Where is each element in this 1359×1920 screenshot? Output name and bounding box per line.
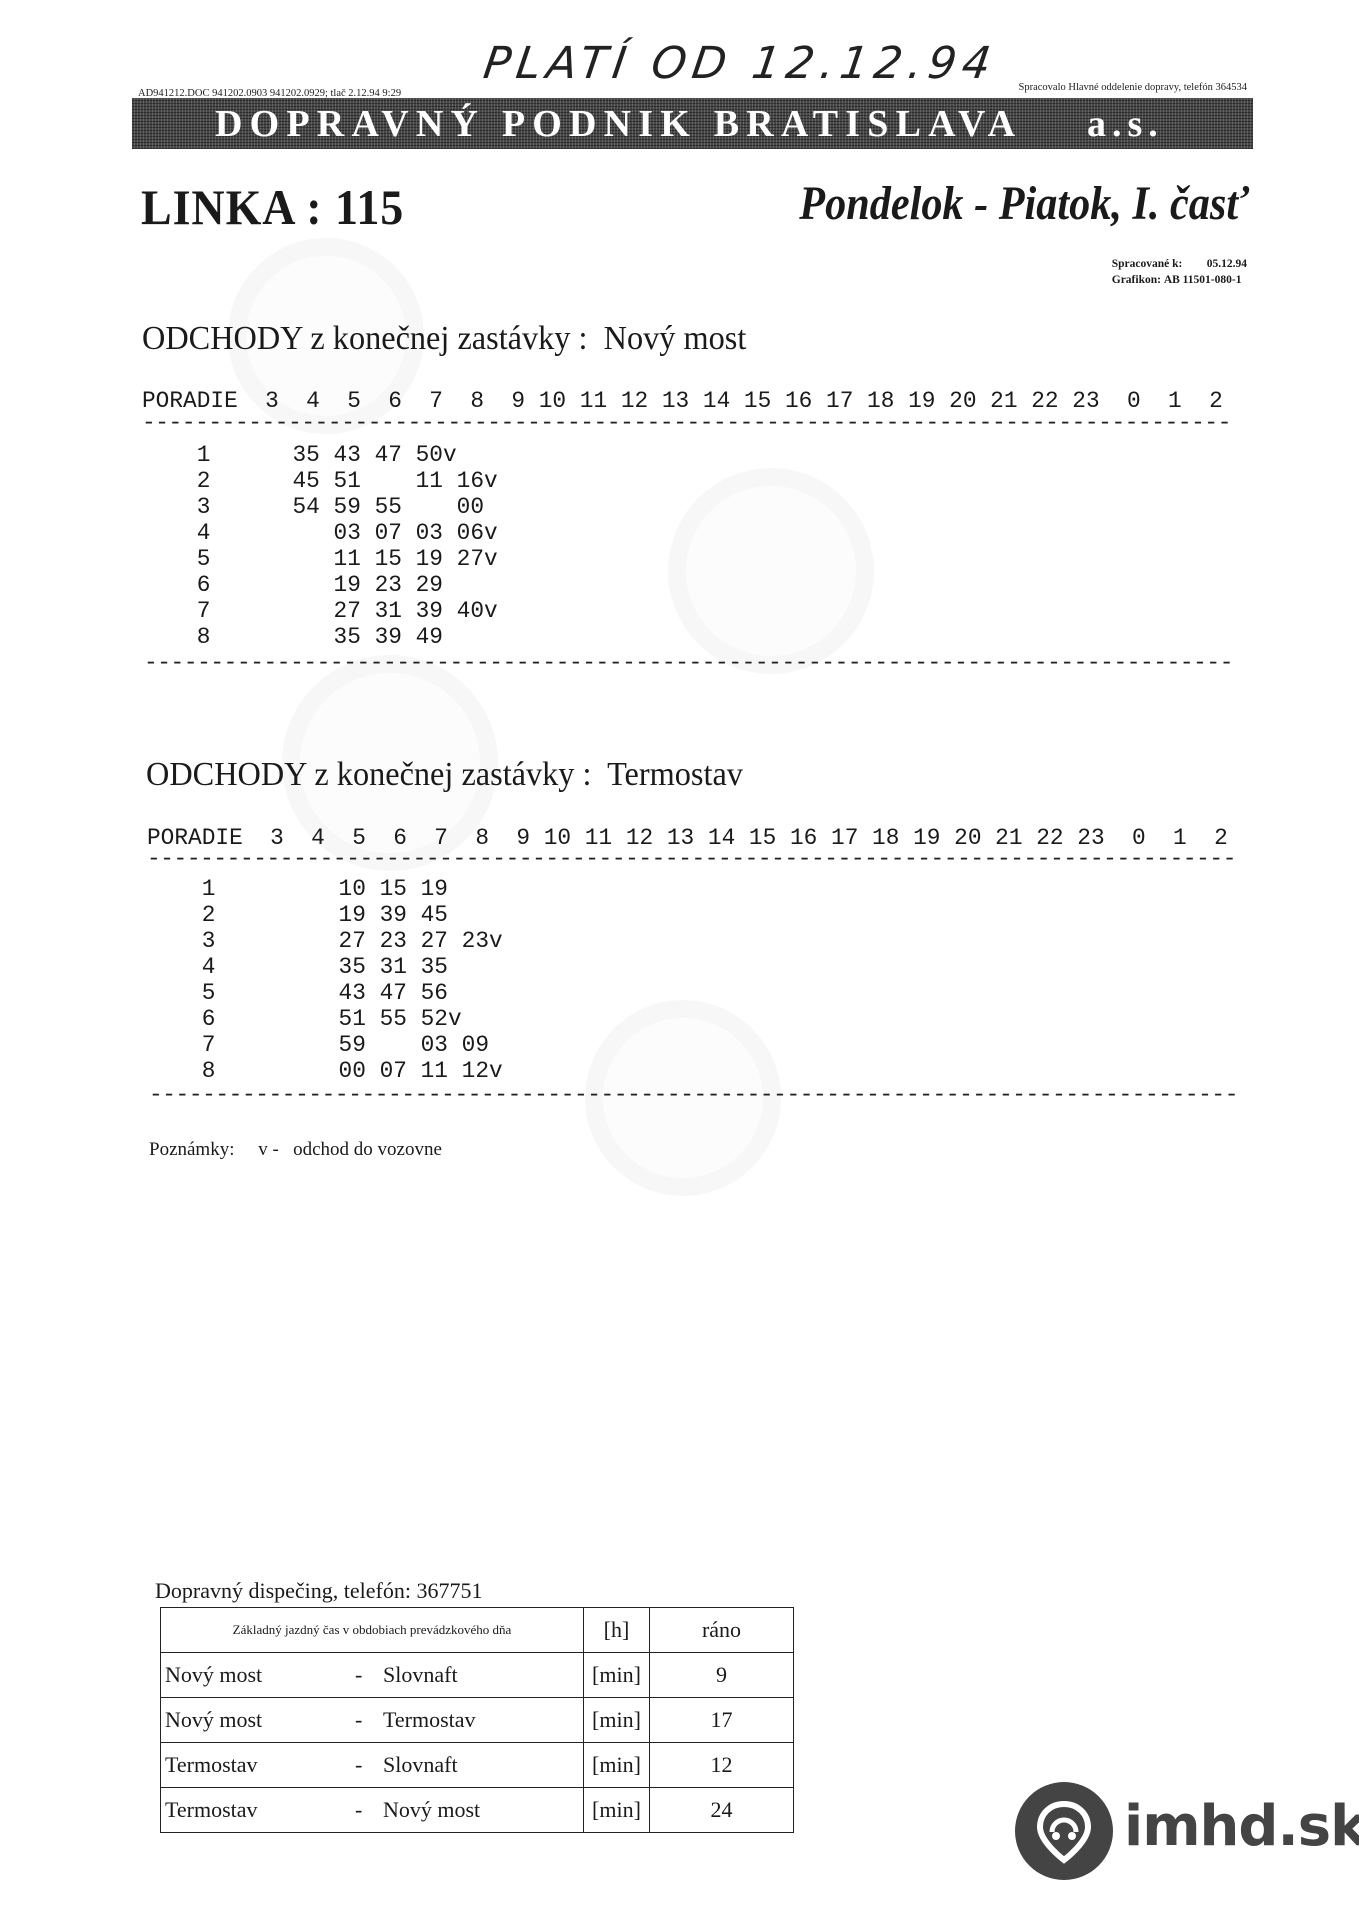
schedule-row: 2 45 51 11 16v bbox=[142, 468, 498, 494]
dispatch-phone: Dopravný dispečing, telefón: 367751 bbox=[155, 1578, 483, 1603]
schedule-row: 3 54 59 55 00 bbox=[142, 494, 485, 520]
line-title: LINKA : 115 bbox=[141, 179, 405, 235]
unit-cell: [min] bbox=[583, 1787, 650, 1833]
value-cell: 24 bbox=[649, 1787, 794, 1833]
schedule-row: 8 00 07 11 12v bbox=[147, 1058, 503, 1084]
dashed-divider: ----------------------------------------… bbox=[144, 650, 1233, 676]
section-stop-name: Termostav bbox=[607, 756, 743, 793]
route-separator: - bbox=[355, 1752, 363, 1777]
dashed-divider: ----------------------------------------… bbox=[142, 410, 1231, 436]
section-title: ODCHODY z konečnej zastávky : Termostav bbox=[146, 756, 743, 794]
schedule-row: 8 35 39 49 bbox=[142, 624, 443, 650]
route-to: Slovnaft bbox=[383, 1752, 458, 1777]
value-cell: 17 bbox=[649, 1697, 794, 1743]
section-title-prefix: ODCHODY z konečnej zastávky : bbox=[146, 756, 592, 793]
company-banner: DOPRAVNÝ PODNIK BRATISLAVA a.s. bbox=[132, 98, 1253, 149]
company-name: DOPRAVNÝ PODNIK BRATISLAVA bbox=[215, 103, 1023, 145]
imhd-brand: imhd.sk bbox=[1124, 1794, 1359, 1859]
handwritten-validity-note: PLATÍ OD 12.12.94 bbox=[480, 38, 1000, 89]
dashed-divider: ----------------------------------------… bbox=[147, 846, 1236, 872]
company-suffix: a.s. bbox=[1087, 103, 1164, 145]
schedule-row: 2 19 39 45 bbox=[147, 902, 448, 928]
route-to: Termostav bbox=[383, 1707, 476, 1732]
section-title: ODCHODY z konečnej zastávky : Nový most bbox=[142, 320, 746, 358]
route-separator: - bbox=[355, 1797, 363, 1822]
file-info: AD941212.DOC 941202.0903 941202.0929; tl… bbox=[138, 88, 402, 99]
value-cell: 12 bbox=[649, 1742, 794, 1788]
section-title-prefix: ODCHODY z konečnej zastávky : bbox=[142, 320, 588, 357]
schedule-row: 5 11 15 19 27v bbox=[142, 546, 498, 572]
schedule-row: 3 27 23 27 23v bbox=[147, 928, 503, 954]
route-from: Termostav bbox=[165, 1797, 258, 1822]
processed-value: 05.12.94 bbox=[1206, 258, 1247, 270]
route-from: Nový most bbox=[165, 1707, 263, 1732]
route-separator: - bbox=[355, 1707, 363, 1732]
schedule-row: 6 51 55 52v bbox=[147, 1006, 462, 1032]
table-row: Termostav - Nový most [min] 24 bbox=[160, 1787, 794, 1833]
table-row: Nový most - Termostav [min] 17 bbox=[160, 1697, 794, 1743]
table-header-unit: [h] bbox=[583, 1607, 650, 1653]
table-header-title: Základný jazdný čas v obdobiach prevádzk… bbox=[160, 1607, 584, 1653]
hours-header: PORADIE 3 4 5 6 7 8 9 10 11 12 13 14 15 … bbox=[142, 388, 1237, 414]
route-separator: - bbox=[355, 1662, 363, 1687]
unit-cell: [min] bbox=[583, 1697, 650, 1743]
imhd-logo-icon bbox=[1015, 1782, 1113, 1880]
table-header-period: ráno bbox=[649, 1607, 794, 1653]
route-to: Nový most bbox=[383, 1797, 481, 1822]
schedule-row: 1 10 15 19 bbox=[147, 876, 448, 902]
route-cell: Nový most - Termostav bbox=[160, 1697, 584, 1743]
schedule-row: 7 59 03 09 bbox=[147, 1032, 490, 1058]
notes: Poznámky: v - odchod do vozovne bbox=[149, 1139, 442, 1161]
section-stop-name: Nový most bbox=[603, 320, 747, 357]
travel-time-table: Základný jazdný čas v obdobiach prevádzk… bbox=[160, 1607, 794, 1833]
unit-cell: [min] bbox=[583, 1652, 650, 1698]
processed-by: Spracovalo Hlavné oddelenie dopravy, tel… bbox=[1018, 82, 1248, 93]
route-cell: Termostav - Slovnaft bbox=[160, 1742, 584, 1788]
route-cell: Termostav - Nový most bbox=[160, 1787, 584, 1833]
table-row: Nový most - Slovnaft [min] 9 bbox=[160, 1652, 794, 1698]
route-cell: Nový most - Slovnaft bbox=[160, 1652, 584, 1698]
schedule-row: 1 35 43 47 50v bbox=[142, 442, 457, 468]
schedule-rows: 1 35 43 47 50v 2 45 51 11 16v 3 54 59 55… bbox=[142, 442, 498, 650]
schedule-row: 6 19 23 29 bbox=[142, 572, 443, 598]
notes-text: odchod do vozovne bbox=[293, 1139, 442, 1160]
route-from: Nový most bbox=[165, 1662, 263, 1687]
route-to: Slovnaft bbox=[383, 1662, 458, 1687]
route-from: Termostav bbox=[165, 1752, 258, 1777]
unit-cell: [min] bbox=[583, 1742, 650, 1788]
schedule-value: AB 11501-080-1 bbox=[1163, 274, 1242, 286]
schedule-rows: 1 10 15 19 2 19 39 45 3 27 23 27 23v 4 3… bbox=[147, 876, 503, 1084]
meta-info: Spracované k: 05.12.94 Grafikon: AB 11501… bbox=[1112, 256, 1247, 288]
dashed-divider: ----------------------------------------… bbox=[149, 1082, 1238, 1108]
processed-label: Spracované k: bbox=[1111, 258, 1183, 270]
notes-key: v - bbox=[258, 1139, 279, 1160]
schedule-row: 4 03 07 03 06v bbox=[142, 520, 498, 546]
table-row: Termostav - Slovnaft [min] 12 bbox=[160, 1742, 794, 1788]
notes-label: Poznámky: bbox=[149, 1139, 235, 1160]
days-title: Pondelok - Piatok, I. časť bbox=[799, 177, 1249, 230]
schedule-row: 4 35 31 35 bbox=[147, 954, 448, 980]
schedule-row: 5 43 47 56 bbox=[147, 980, 448, 1006]
schedule-label: Grafikon: bbox=[1111, 274, 1161, 286]
value-cell: 9 bbox=[649, 1652, 794, 1698]
table-header-row: Základný jazdný čas v obdobiach prevádzk… bbox=[160, 1607, 794, 1653]
schedule-row: 7 27 31 39 40v bbox=[142, 598, 498, 624]
watermark-logo-icon bbox=[668, 468, 874, 674]
hours-header: PORADIE 3 4 5 6 7 8 9 10 11 12 13 14 15 … bbox=[147, 825, 1242, 851]
